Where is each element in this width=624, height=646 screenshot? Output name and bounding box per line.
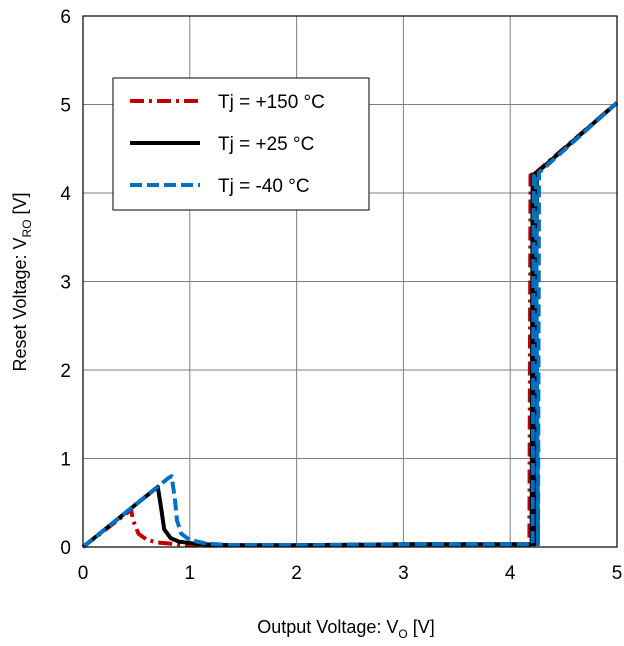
legend: Tj = +150 °C Tj = +25 °C Tj = -40 °C (112, 77, 370, 211)
y-axis-title-unit: [V] (10, 192, 30, 219)
y-axis-title: Reset Voltage: VRO [V] (10, 192, 34, 371)
x-tick-label: 5 (612, 563, 623, 584)
x-axis-title-sub: O (398, 627, 407, 641)
y-tick-label: 5 (60, 96, 71, 117)
plot-frame (82, 15, 618, 548)
legend-label-minus40: Tj = -40 °C (218, 176, 310, 197)
x-tick-label: 3 (398, 563, 409, 584)
x-axis-title-main: Output Voltage: V (257, 617, 398, 637)
y-tick-label: 2 (60, 361, 71, 382)
y-tick-label: 0 (60, 538, 71, 559)
y-axis-title-main: Reset Voltage: V (10, 237, 30, 371)
legend-label-25: Tj = +25 °C (218, 134, 314, 155)
y-tick-label: 1 (60, 450, 71, 471)
x-tick-label: 1 (185, 563, 196, 584)
x-axis-title: Output Voltage: VO [V] (257, 617, 434, 641)
x-tick-label: 0 (78, 563, 89, 584)
legend-label-150: Tj = +150 °C (218, 92, 325, 113)
x-axis-title-unit: [V] (408, 617, 435, 637)
y-tick-label: 4 (60, 184, 71, 205)
y-tick-labels: 0 1 2 3 4 5 6 (60, 7, 71, 559)
y-tick-label: 3 (60, 273, 71, 294)
x-tick-label: 2 (291, 563, 302, 584)
series-line-minus40 (81, 101, 619, 549)
x-tick-labels: 0 1 2 3 4 5 (78, 563, 623, 584)
x-tick-label: 4 (505, 563, 516, 584)
series-lines (81, 101, 619, 549)
y-axis-title-sub: RO (20, 219, 34, 237)
y-tick-label: 6 (60, 7, 71, 28)
